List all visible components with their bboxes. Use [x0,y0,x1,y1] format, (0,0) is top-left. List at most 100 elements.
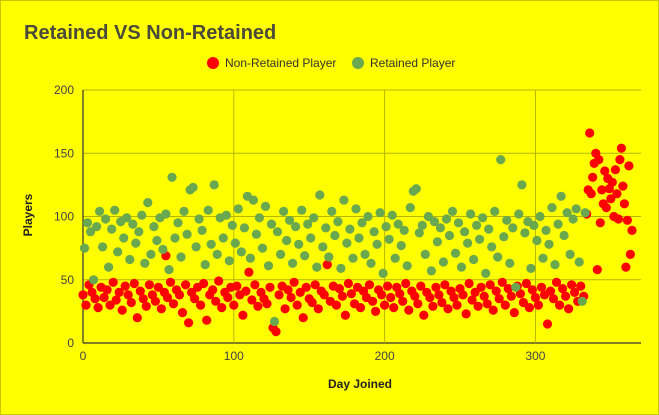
data-point [330,230,340,241]
data-point [248,195,258,205]
data-point [472,220,482,230]
data-point [150,296,160,306]
data-point [265,282,275,292]
data-point [456,262,467,272]
data-point [517,180,527,190]
data-point [214,276,224,286]
data-point [443,304,453,314]
data-point [93,303,103,313]
data-point [137,210,147,220]
x-tick-label: 100 [224,349,244,363]
data-point [417,220,427,230]
data-point [612,189,622,199]
data-point [527,285,538,295]
data-point [203,205,213,215]
data-point [466,209,476,219]
y-tick-label: 200 [54,83,74,97]
data-point [170,233,180,243]
data-point [405,203,415,213]
data-point [177,308,188,318]
data-point [437,297,447,308]
data-point [574,257,584,267]
data-point [179,206,189,216]
data-point [444,230,455,241]
data-point [132,313,142,323]
data-point [263,261,274,271]
data-point [244,267,254,277]
data-point [269,316,280,327]
data-point [562,208,572,218]
data-point [331,300,341,310]
data-point [526,263,536,273]
data-points [78,128,637,337]
data-point [618,181,628,191]
data-point [354,233,364,243]
data-point [318,242,328,252]
data-point [592,265,602,275]
data-point [188,182,198,192]
data-point [239,223,249,233]
data-point [509,308,519,318]
data-point [586,189,596,199]
data-point [588,172,598,182]
data-point [398,296,408,306]
data-point [473,301,483,311]
data-point [104,262,114,272]
data-point [141,301,151,311]
data-point [535,211,545,222]
data-point [564,304,574,314]
data-point [585,128,595,138]
data-point [212,249,222,259]
data-point [199,278,209,289]
data-point [506,291,516,301]
data-point [209,180,219,190]
data-point [496,155,506,165]
data-point [545,286,556,296]
data-point [111,295,121,305]
data-point [92,222,102,232]
data-point [447,206,458,216]
data-point [285,215,295,225]
data-point [435,223,445,233]
data-point [221,210,231,220]
data-point [218,233,228,243]
data-point [289,277,299,287]
data-point [555,300,565,310]
axis-ticks: 0 50 100 150 200 0 100 200 300 [54,83,546,363]
legend-label-non-retained: Non-Retained Player [225,56,336,70]
data-point [550,260,560,270]
data-point [286,292,296,303]
data-point [511,282,521,292]
data-point [184,318,194,328]
data-point [101,214,111,224]
data-point [355,303,366,313]
data-point [363,211,373,222]
data-point [518,297,529,308]
data-point [107,224,117,234]
data-point [78,290,88,300]
data-point [464,278,474,289]
data-point [524,303,535,313]
data-point [315,190,325,200]
data-point [250,280,260,290]
data-point [322,260,332,270]
data-point [165,277,176,287]
data-point [390,253,400,263]
data-point [129,278,139,289]
y-tick-label: 50 [61,273,75,287]
data-point [410,291,420,301]
data-point [174,290,185,300]
data-point [126,297,136,308]
data-point [529,220,539,230]
data-point [606,194,616,204]
data-point [334,284,344,294]
data-point [253,301,263,311]
y-tick-label: 150 [54,146,74,160]
data-point [254,213,264,223]
legend-label-retained: Retained Player [370,56,455,70]
data-point [319,290,329,300]
data-point [514,209,524,219]
data-point [621,262,631,272]
data-point [364,280,375,290]
data-point [627,225,637,235]
